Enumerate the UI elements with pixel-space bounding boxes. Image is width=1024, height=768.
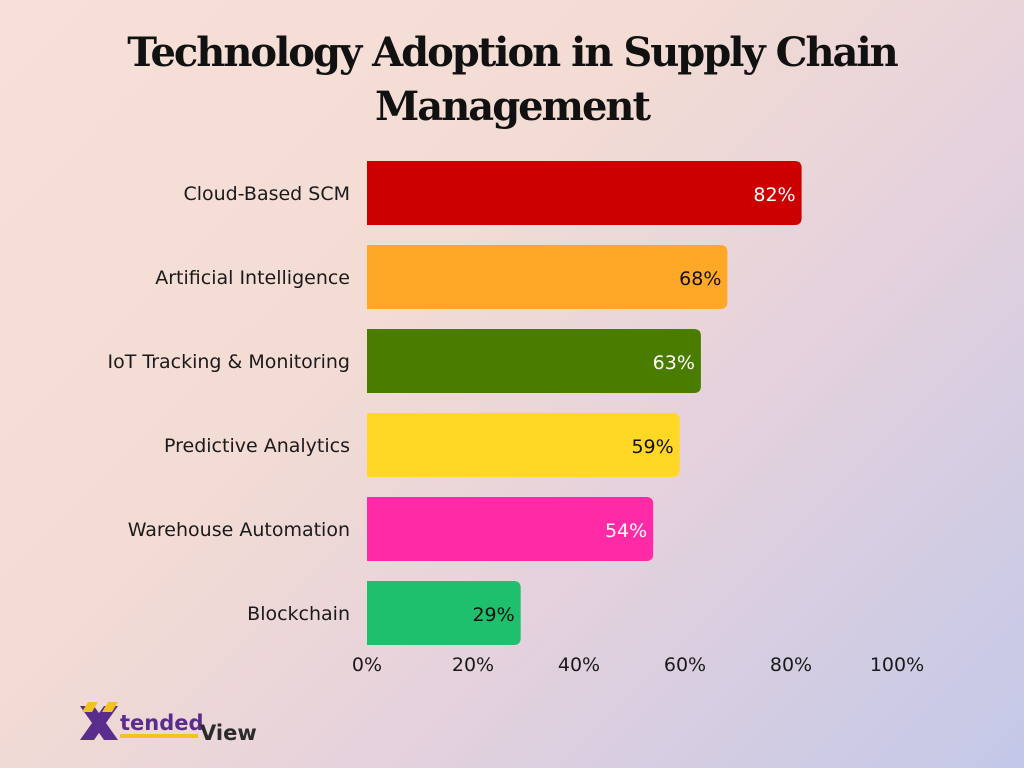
logo-text-view: View <box>200 721 257 745</box>
logo-x-mark <box>80 702 118 740</box>
category-label-cloud-based-scm: Cloud-Based SCM <box>183 183 350 205</box>
x-tick-label: 80% <box>770 654 812 676</box>
value-label-blockchain: 29% <box>472 604 514 626</box>
bar-chart: Cloud-Based SCM 82% Artificial Intelligenc… <box>108 161 924 676</box>
x-tick-label: 40% <box>558 654 600 676</box>
logo-underline <box>120 734 198 738</box>
category-label-blockchain: Blockchain <box>247 603 350 625</box>
bar-iot-tracking-monitoring <box>367 329 701 393</box>
bar-cloud-based-scm <box>367 161 802 225</box>
value-label-cloud-based-scm: 82% <box>753 184 795 206</box>
category-label-artificial-intelligence: Artificial Intelligence <box>155 267 350 289</box>
bar-predictive-analytics <box>367 413 680 477</box>
category-label-warehouse-automation: Warehouse Automation <box>128 519 350 541</box>
xtendedview-logo: tended View <box>80 702 257 745</box>
value-label-iot-tracking-monitoring: 63% <box>653 352 695 374</box>
bar-artificial-intelligence <box>367 245 728 309</box>
chart-title: Technology Adoption in Supply Chain Mana… <box>127 29 898 130</box>
value-label-warehouse-automation: 54% <box>605 520 647 542</box>
x-tick-label: 100% <box>870 654 924 676</box>
x-tick-label: 20% <box>452 654 494 676</box>
x-tick-label: 0% <box>352 654 382 676</box>
category-label-iot-tracking-monitoring: IoT Tracking & Monitoring <box>108 351 350 373</box>
category-label-predictive-analytics: Predictive Analytics <box>164 435 350 457</box>
value-label-artificial-intelligence: 68% <box>679 268 721 290</box>
logo-text-tended: tended <box>120 711 204 735</box>
bar-blockchain <box>367 581 521 645</box>
x-tick-label: 60% <box>664 654 706 676</box>
bar-warehouse-automation <box>367 497 654 561</box>
value-label-predictive-analytics: 59% <box>631 436 673 458</box>
